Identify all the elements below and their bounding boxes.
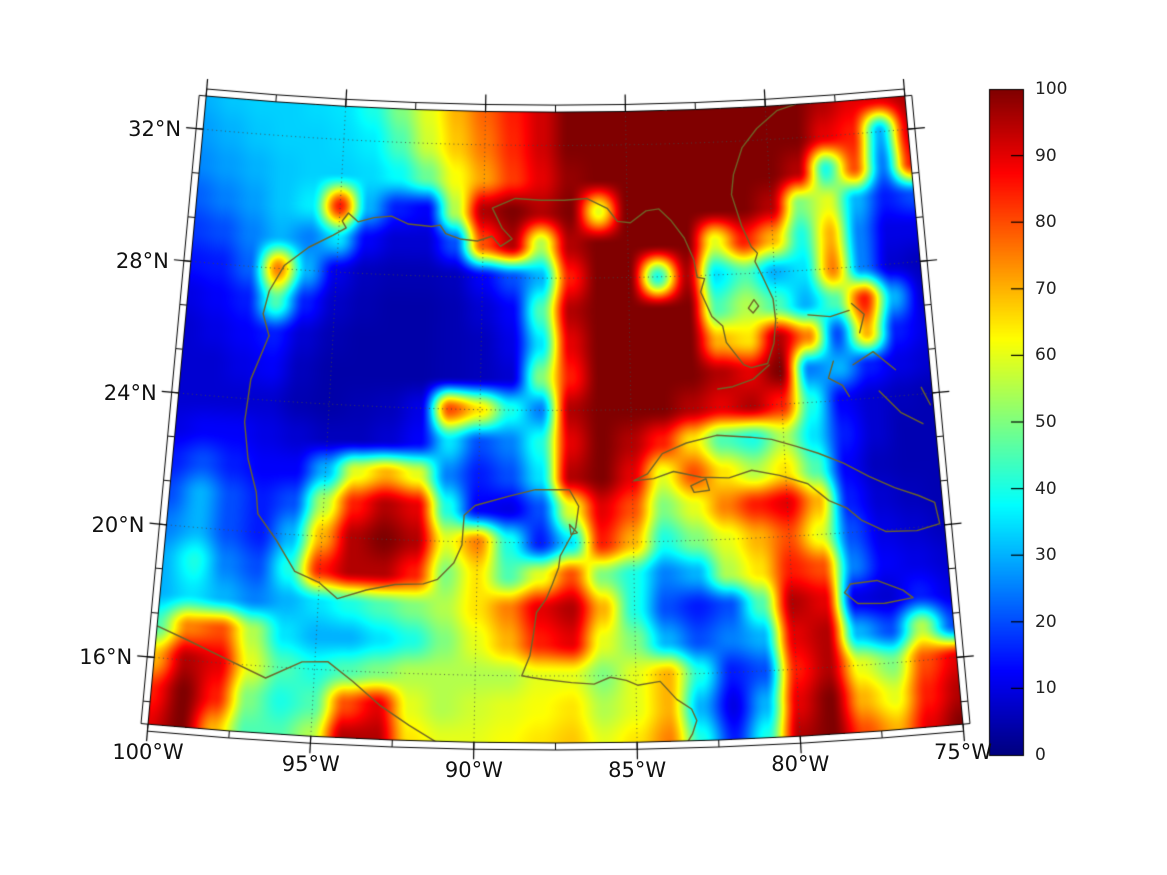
colorbar-tick-label: 60 bbox=[1035, 345, 1057, 366]
x-tick-label: 95°W bbox=[281, 752, 340, 777]
y-tick-label: 24°N bbox=[103, 380, 157, 405]
y-tick-label: 16°N bbox=[79, 645, 133, 670]
y-tick-label: 28°N bbox=[115, 249, 169, 274]
colorbar-tick-label: 100 bbox=[1035, 79, 1068, 99]
x-tick-label: 75°W bbox=[934, 740, 992, 765]
colorbar-tick-label: 80 bbox=[1035, 212, 1057, 233]
colorbar-tick-label: 20 bbox=[1035, 611, 1057, 632]
colorbar-tick-label: 90 bbox=[1035, 145, 1057, 166]
x-tick-label: 80°W bbox=[771, 752, 830, 777]
y-tick-label: 20°N bbox=[91, 512, 145, 537]
colorbar-tick-label: 70 bbox=[1035, 278, 1057, 299]
y-tick-label: 32°N bbox=[128, 117, 182, 142]
x-tick-label: 100°W bbox=[112, 740, 184, 765]
x-tick-label: 90°W bbox=[444, 758, 503, 783]
colorbar-tick-label: 30 bbox=[1035, 545, 1057, 566]
colorbar-tick-label: 40 bbox=[1035, 478, 1057, 499]
colorbar-tick-label: 10 bbox=[1035, 678, 1057, 699]
colorbar-tick-label: 0 bbox=[1035, 745, 1046, 765]
x-tick-label: 85°W bbox=[608, 758, 667, 783]
colorbar-tick-label: 50 bbox=[1035, 412, 1057, 432]
